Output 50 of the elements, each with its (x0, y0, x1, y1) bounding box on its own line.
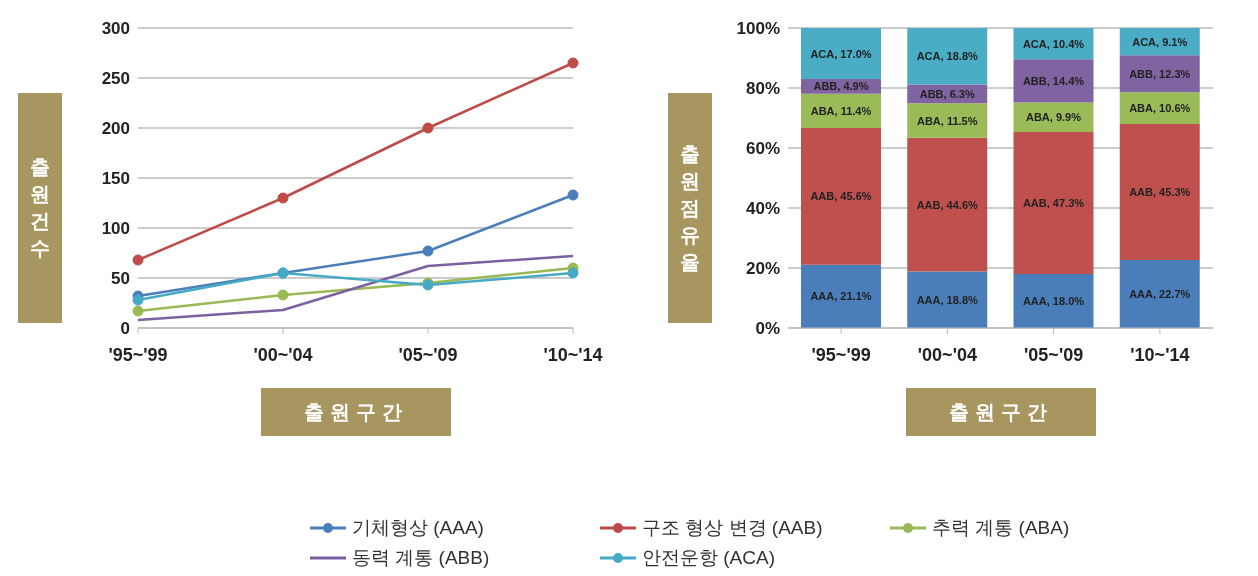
x-tick-label: '05~'09 (398, 344, 458, 365)
x-tick-label: '10~'14 (1130, 344, 1190, 365)
data-label: AAA, 18.8% (916, 293, 979, 306)
data-label: ACA, 10.4% (1022, 37, 1085, 50)
y-tick-label: 250 (101, 69, 130, 89)
legend-label: 구조 형상 변경 (AAB) (642, 516, 823, 540)
data-label: ABA, 9.9% (1025, 111, 1082, 124)
x-axis-title: 출원구간 (260, 388, 451, 436)
y-tick-label: 20% (745, 259, 780, 279)
y-tick-label: 0 (120, 319, 130, 339)
y-tick-label: 60% (745, 139, 780, 159)
data-label: ABA, 11.4% (810, 104, 872, 117)
y-tick-label: 200 (101, 119, 130, 139)
y-axis-title: 출원건수 (29, 155, 51, 261)
y-tick-label: 100 (101, 219, 130, 239)
data-label: ABB, 4.9% (813, 80, 869, 93)
data-label: ABA, 11.5% (916, 114, 978, 127)
data-label: AAA, 21.1% (810, 290, 872, 303)
legend-label: 추력 계통 (ABA) (932, 516, 1070, 540)
x-axis-title: 출원구간 (905, 388, 1096, 436)
data-label: AAB, 45.6% (810, 190, 872, 203)
data-label: ABB, 14.4% (1022, 74, 1085, 87)
legend-label: 동력 계통 (ABB) (352, 546, 490, 570)
y-tick-label: 0% (755, 319, 780, 339)
y-tick-label: 300 (101, 19, 130, 39)
y-tick-label: 100% (736, 19, 780, 39)
x-tick-label: '95~'99 (108, 344, 168, 365)
y-axis-title: 출원점유율 (679, 141, 701, 275)
x-tick-label: '00~'04 (917, 344, 977, 365)
x-tick-label: '10~'14 (543, 344, 603, 365)
data-label: ABA, 10.6% (1129, 102, 1191, 115)
y-tick-label: 40% (745, 199, 780, 219)
data-label: AAB, 44.6% (916, 198, 979, 211)
y-tick-label: 80% (745, 79, 780, 99)
data-label: ABB, 6.3% (919, 87, 975, 100)
data-label: AAA, 22.7% (1129, 287, 1191, 300)
data-label: AAA, 18.0% (1022, 295, 1085, 307)
data-label: ABB, 12.3% (1129, 67, 1191, 80)
data-label: ACA, 9.1% (1132, 35, 1188, 48)
data-label: AAB, 47.3% (1022, 197, 1085, 210)
legend-label: 안전운항 (ACA) (642, 546, 775, 570)
x-tick-label: '05~'09 (1024, 344, 1084, 365)
y-tick-label: 50 (111, 269, 130, 289)
data-label: AAB, 45.3% (1129, 185, 1191, 198)
data-label: ACA, 18.8% (916, 50, 979, 63)
y-tick-label: 150 (101, 169, 130, 189)
x-tick-label: '00~'04 (253, 344, 313, 365)
data-label: ACA, 17.0% (810, 47, 872, 60)
x-tick-label: '95~'99 (811, 344, 871, 365)
legend-label: 기체형상 (AAA) (352, 516, 484, 540)
